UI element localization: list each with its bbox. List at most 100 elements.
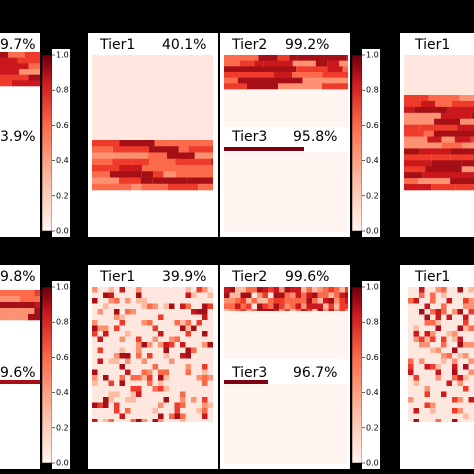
heatmap-cell (435, 325, 441, 331)
heatmap-cell (441, 353, 447, 359)
heatmap-cell (312, 298, 318, 304)
heatmap-cell (404, 124, 420, 131)
heatmap-cell (324, 55, 334, 61)
heatmap-cell (342, 66, 348, 73)
heatmap-cell (141, 358, 147, 364)
heatmap-cell (235, 287, 241, 293)
heatmap-cell (187, 177, 213, 185)
heatmap-cell (92, 331, 98, 337)
heatmap-cell (108, 292, 114, 298)
heatmap-cell (130, 391, 136, 397)
heatmap-cell (136, 375, 142, 381)
heatmap-cell (321, 83, 348, 90)
heatmap-cell (435, 364, 441, 370)
heatmap-cell (0, 63, 29, 70)
heatmap-cell (457, 124, 474, 131)
heatmap-cell (419, 292, 425, 298)
heatmap-cell (191, 292, 197, 298)
heatmap-cell (424, 314, 430, 320)
heatmap-cell (119, 336, 125, 342)
heatmap-cell (34, 290, 40, 297)
heatmap-cell (28, 63, 40, 70)
percent-label: 99.2% (285, 37, 329, 53)
heatmap-cell (435, 419, 441, 422)
heatmap-cell (202, 413, 208, 419)
heatmap-cell (463, 413, 469, 419)
heatmap-cell (408, 397, 414, 403)
colorbar-tick-label: 0.4 (366, 388, 379, 397)
heatmap-cell (180, 303, 186, 309)
colorbar-tick-label: 0.4 (56, 156, 69, 165)
heatmap-cell (176, 171, 213, 178)
heatmap-cell (446, 106, 474, 114)
heatmap-cell (0, 302, 35, 309)
heatmap-cell (180, 320, 186, 326)
heatmap-cell (152, 386, 158, 392)
percent-label: 9.6% (0, 365, 36, 381)
heatmap-cell (450, 148, 472, 155)
heatmap-cell (446, 298, 452, 304)
heatmap-cell (300, 83, 322, 90)
heatmap-cell (423, 118, 435, 125)
heatmap-cell (152, 303, 158, 309)
heatmap-cell (114, 402, 120, 408)
heatmap-cell (301, 309, 307, 311)
heatmap-cell (0, 290, 35, 297)
heatmap-cell (419, 336, 425, 342)
heatmap-cell (141, 369, 147, 375)
colorbar (351, 54, 363, 232)
colorbar (351, 286, 363, 464)
heatmap-cell (97, 325, 103, 331)
heatmap-cell (334, 309, 340, 311)
heatmap-cell (404, 95, 429, 102)
heatmap-cell (262, 287, 268, 293)
heatmap-cell (295, 309, 301, 311)
colorbar-tick-label: 0.0 (56, 227, 69, 236)
heatmap-cell (152, 177, 188, 185)
heatmap-cell (92, 177, 119, 185)
heatmap-cell (185, 353, 191, 359)
heatmap-cell (112, 146, 149, 153)
heatmap-cell (97, 336, 103, 342)
heatmap-cell (425, 166, 462, 173)
heatmap-cell (119, 314, 125, 320)
heatmap-cell (196, 320, 202, 326)
colorbar (41, 54, 53, 232)
colorbar-tick-label: 0.6 (56, 121, 69, 130)
heatmap-cell (114, 358, 120, 364)
heatmap-cell (103, 303, 109, 309)
heatmap-cell (0, 52, 9, 58)
heatmap-cell (334, 292, 340, 298)
heatmap-cell (202, 309, 208, 315)
heatmap-cell (103, 419, 109, 422)
heatmap-cell (301, 303, 307, 309)
percent-label: 39.9% (162, 269, 206, 285)
heatmap-cell (196, 309, 202, 315)
heatmap-cell (122, 183, 132, 191)
heatmap-cell (408, 358, 414, 364)
heatmap-cell (185, 325, 191, 331)
sub-panel (222, 127, 348, 147)
heatmap-cell (202, 287, 208, 293)
heatmap-cell (108, 419, 114, 422)
heatmap-cell (185, 347, 191, 353)
heatmap-cell (404, 154, 432, 161)
colorbar-tick-label: 0.6 (56, 353, 69, 362)
heatmap-cell (278, 83, 301, 90)
heatmap-cell (413, 336, 419, 342)
colorbar-tick-label: 0.0 (366, 459, 379, 468)
heatmap-cell (229, 303, 235, 309)
heatmap-cell (446, 314, 452, 320)
heatmap-cell (158, 419, 164, 422)
heatmap-cell (424, 320, 430, 326)
heatmap-line (224, 380, 268, 384)
heatmap-cell (125, 309, 131, 315)
heatmap-cell (295, 292, 301, 298)
heatmap-cell (173, 140, 207, 147)
heatmap-cell (460, 118, 474, 125)
heatmap-cell (97, 309, 103, 315)
heatmap-cell (125, 358, 131, 364)
heatmap-cell (446, 331, 452, 337)
heatmap-cell (268, 303, 274, 309)
heatmap-cell (185, 320, 191, 326)
